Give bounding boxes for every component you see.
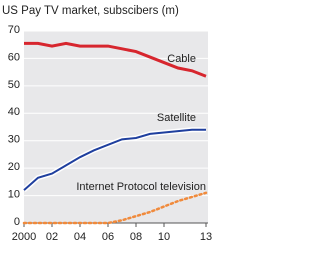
series-label: Cable — [167, 53, 196, 65]
series-label: Satellite — [157, 112, 196, 124]
y-tick-label: 0 — [14, 216, 20, 228]
x-tick-label: 13 — [200, 231, 212, 243]
y-tick-label: 70 — [8, 24, 20, 36]
y-tick-label: 40 — [8, 106, 20, 118]
series-line — [22, 191, 208, 225]
x-tick-label: 04 — [74, 231, 86, 243]
x-tick-label: 08 — [130, 231, 142, 243]
y-tick-label: 30 — [8, 134, 20, 146]
y-tick-label: 10 — [8, 188, 20, 200]
x-tick-label: 02 — [46, 231, 58, 243]
series-line — [23, 128, 206, 191]
x-tick-label: 2000 — [12, 231, 36, 243]
series-label: Internet Protocol television — [76, 181, 206, 193]
y-tick-label: 60 — [8, 51, 20, 63]
x-tick-label: 10 — [158, 231, 170, 243]
plot-background — [24, 31, 208, 223]
series-line — [24, 41, 207, 78]
y-tick-label: 20 — [8, 161, 20, 173]
chart: US Pay TV market, subscibers (m) 0 10 20 30… — [2, 5, 212, 243]
chart-title: US Pay TV market, subscibers (m) — [2, 5, 179, 17]
x-tick-label: 06 — [102, 231, 114, 243]
y-tick-label: 50 — [8, 79, 20, 91]
